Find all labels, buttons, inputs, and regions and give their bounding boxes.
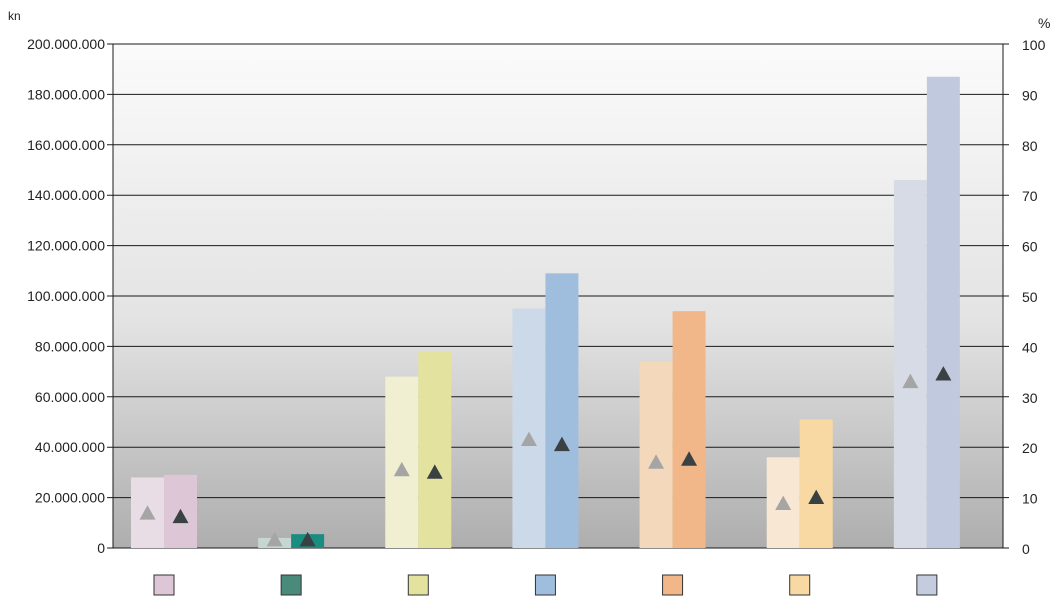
- y-right-tick-label: 80: [1022, 138, 1038, 154]
- legend-swatch: [662, 574, 684, 596]
- y-right-tick-label: 10: [1022, 491, 1038, 507]
- y-left-tick-label: 100.000.000: [27, 288, 105, 304]
- percent-marker: [266, 531, 283, 547]
- y-left-tick-label: 200.000.000: [27, 36, 105, 52]
- y-left-tick-label: 40.000.000: [35, 439, 105, 455]
- bar: [893, 180, 927, 548]
- percent-marker: [553, 436, 570, 452]
- percent-marker: [902, 373, 919, 389]
- bar: [545, 273, 579, 548]
- bar: [799, 419, 833, 548]
- y-right-tick-label: 0: [1022, 541, 1030, 557]
- bar: [418, 351, 452, 548]
- y-left-tick-label: 180.000.000: [27, 86, 105, 102]
- y-left-tick-label: 0: [97, 540, 105, 556]
- percent-marker: [299, 531, 316, 547]
- percent-marker: [393, 461, 410, 477]
- percent-marker: [681, 451, 698, 466]
- y-left-tick-label: 160.000.000: [27, 137, 105, 153]
- y-right-tick-label: 60: [1022, 239, 1038, 255]
- percent-marker: [775, 495, 792, 511]
- percent-marker: [426, 464, 443, 479]
- y-right-unit-label: %: [1038, 15, 1050, 31]
- legend-swatch: [534, 574, 556, 596]
- legend-swatch: [153, 574, 175, 596]
- y-left-tick-label: 120.000.000: [27, 238, 105, 254]
- y-left-unit-label: kn: [8, 9, 21, 23]
- y-right-tick-label: 100: [1022, 37, 1046, 53]
- y-right-tick-label: 20: [1022, 440, 1038, 456]
- bar: [926, 76, 960, 548]
- y-right-tick-label: 70: [1022, 188, 1038, 204]
- y-left-tick-label: 60.000.000: [35, 389, 105, 405]
- percent-marker: [139, 505, 156, 520]
- legend-swatch: [789, 574, 811, 596]
- y-left-tick-label: 80.000.000: [35, 338, 105, 354]
- percent-marker: [935, 366, 952, 381]
- legend-swatch: [280, 574, 302, 596]
- percent-marker: [520, 431, 537, 447]
- percent-marker: [172, 508, 189, 524]
- y-left-tick-label: 20.000.000: [35, 490, 105, 506]
- y-right-tick-label: 90: [1022, 87, 1038, 103]
- bar: [512, 308, 546, 548]
- y-right-tick-label: 50: [1022, 289, 1038, 305]
- bar: [672, 311, 706, 548]
- y-left-tick-label: 140.000.000: [27, 187, 105, 203]
- legend-swatch: [407, 574, 429, 596]
- legend-swatch: [916, 574, 938, 596]
- y-right-tick-label: 30: [1022, 390, 1038, 406]
- y-right-tick-label: 40: [1022, 339, 1038, 355]
- percent-marker: [648, 454, 665, 469]
- percent-marker: [808, 489, 825, 504]
